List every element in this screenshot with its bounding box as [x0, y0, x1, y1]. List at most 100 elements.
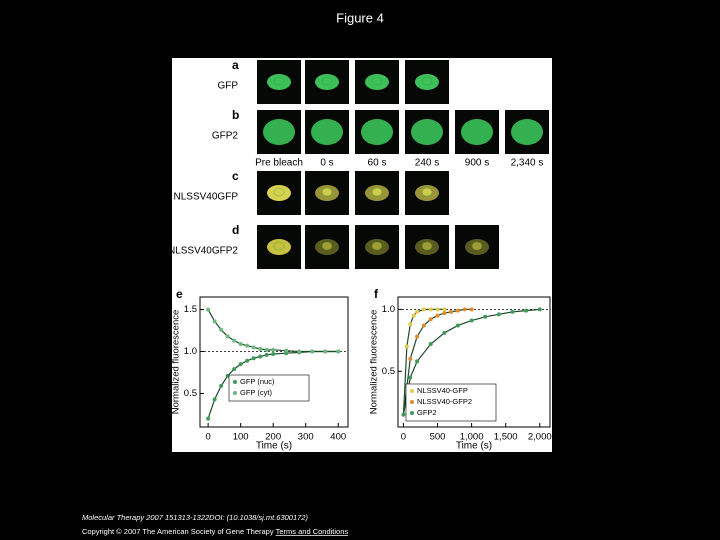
plot-frame — [397, 296, 551, 428]
row-label: GFP — [217, 81, 238, 92]
data-point — [271, 352, 276, 357]
data-point — [435, 313, 440, 318]
data-point — [271, 347, 276, 352]
x-tick-label: 400 — [330, 432, 346, 443]
data-point — [421, 307, 426, 312]
data-point — [251, 345, 256, 350]
data-point — [428, 342, 433, 347]
data-point — [411, 313, 416, 318]
cell — [461, 119, 493, 145]
data-point — [212, 397, 217, 402]
nucleus — [371, 187, 383, 197]
legend-marker — [410, 389, 414, 393]
data-point — [455, 308, 460, 313]
citation: Molecular Therapy 2007 151313-1322DOI: (… — [82, 513, 308, 522]
data-point — [483, 314, 488, 319]
nucleus — [371, 241, 383, 251]
data-point — [442, 330, 447, 335]
data-point — [442, 307, 447, 312]
legend-marker — [410, 411, 414, 415]
nucleus — [371, 76, 383, 86]
data-point — [510, 309, 515, 314]
data-point — [323, 349, 328, 354]
cell — [263, 119, 295, 145]
row-label: NLSSV40GFP — [174, 192, 239, 203]
timepoint-label: 900 s — [465, 158, 489, 169]
legend-marker — [233, 380, 237, 384]
data-point — [408, 375, 413, 380]
x-axis-label: Time (s) — [256, 441, 292, 452]
panel-letter: a — [232, 58, 239, 72]
data-point — [415, 359, 420, 364]
x-tick-label: 300 — [298, 432, 314, 443]
data-point — [264, 352, 269, 357]
data-point — [251, 356, 256, 361]
data-point — [310, 349, 315, 354]
cell — [511, 119, 543, 145]
cell — [361, 119, 393, 145]
panel-letter: f — [374, 287, 379, 301]
legend-label: GFP2 — [417, 408, 437, 417]
data-point — [537, 307, 542, 312]
terms-link[interactable]: Terms and Conditions — [276, 527, 349, 536]
data-point — [469, 318, 474, 323]
timepoint-label: 240 s — [415, 158, 439, 169]
panel-letter: c — [232, 169, 239, 183]
data-point — [428, 307, 433, 312]
data-point — [225, 334, 230, 339]
timepoint-label: 60 s — [368, 158, 387, 169]
data-point — [462, 307, 467, 312]
nucleus — [421, 76, 433, 86]
data-point — [206, 416, 211, 421]
x-axis-label: Time (s) — [456, 441, 492, 452]
data-point — [408, 356, 413, 361]
data-point — [232, 367, 237, 372]
data-point — [284, 348, 289, 353]
y-tick-label: 1.5 — [184, 304, 197, 315]
legend-box — [228, 374, 310, 402]
nucleus — [421, 241, 433, 251]
nucleus — [321, 187, 333, 197]
data-point — [421, 323, 426, 328]
legend-label: GFP (cyt) — [240, 388, 272, 397]
nucleus — [471, 241, 483, 251]
y-tick-label: 1.0 — [184, 346, 197, 357]
x-tick-label: 0 — [401, 432, 406, 443]
data-point — [225, 373, 230, 378]
data-point — [297, 349, 302, 354]
x-tick-label: 1,500 — [494, 432, 518, 443]
x-tick-label: 200 — [265, 432, 281, 443]
data-point — [258, 347, 263, 351]
nucleus — [273, 76, 285, 86]
panel-letter: b — [232, 108, 239, 122]
legend-label: GFP (nuc) — [240, 377, 275, 386]
data-point — [415, 334, 420, 339]
x-tick-label: 500 — [430, 432, 446, 443]
row-label: GFP2 — [212, 131, 239, 142]
timepoint-label: 2,340 s — [511, 158, 544, 169]
data-point — [238, 362, 243, 367]
y-tick-label: 0.5 — [382, 366, 395, 377]
y-tick-label: 1.0 — [382, 304, 395, 315]
data-point — [219, 327, 224, 332]
y-axis-label: Normalized fluorescence — [369, 310, 380, 415]
data-point — [455, 323, 460, 328]
nucleus — [321, 76, 333, 86]
nucleus — [321, 241, 333, 251]
data-point — [469, 307, 474, 312]
data-point — [212, 319, 217, 324]
data-point — [428, 317, 433, 322]
data-point — [245, 358, 250, 363]
x-tick-label: 0 — [205, 432, 210, 443]
data-point — [206, 307, 211, 312]
nucleus — [273, 241, 285, 251]
x-tick-label: 2,000 — [528, 432, 552, 443]
data-point — [401, 412, 406, 417]
data-point — [336, 349, 341, 354]
data-point — [442, 311, 447, 316]
legend-label: NLSSV40-GFP2 — [417, 397, 472, 406]
data-point — [232, 338, 237, 343]
timepoint-label: 0 s — [320, 158, 333, 169]
nucleus — [421, 187, 433, 197]
series-line — [402, 308, 540, 415]
